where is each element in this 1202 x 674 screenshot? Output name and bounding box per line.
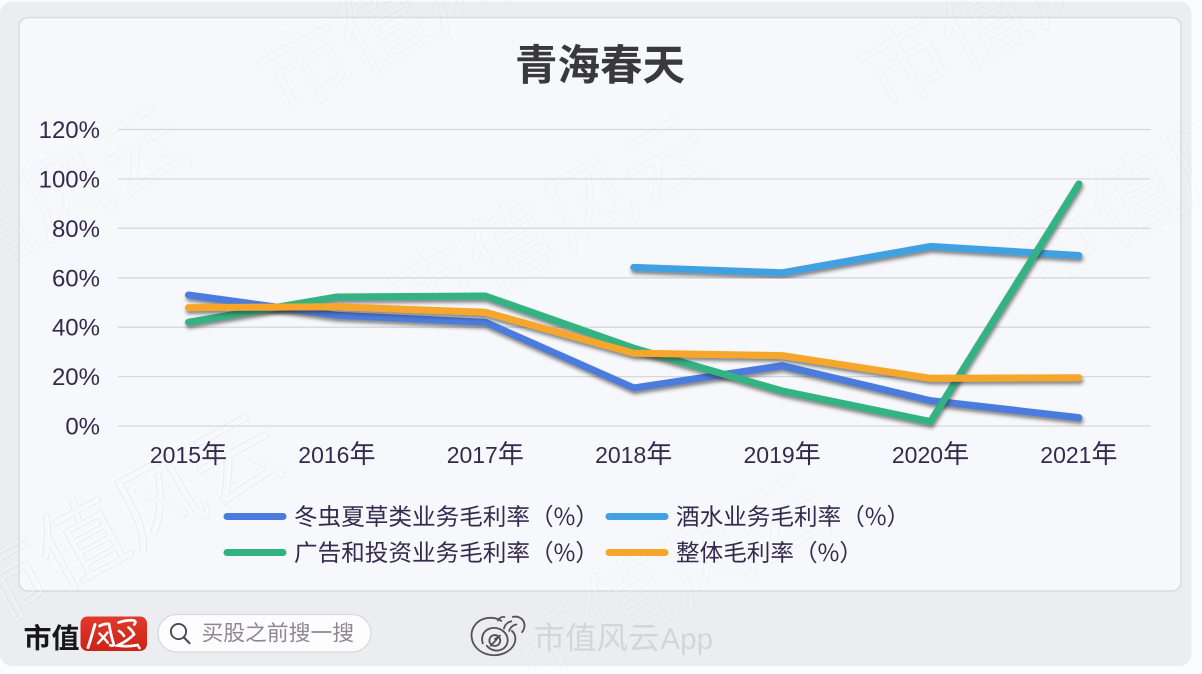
svg-text:2019: 2019	[744, 442, 795, 468]
svg-text:60%: 60%	[52, 265, 100, 292]
svg-text:120%: 120%	[39, 117, 100, 144]
svg-text:2021: 2021	[1040, 442, 1091, 468]
svg-text:2020: 2020	[892, 442, 943, 468]
svg-text:80%: 80%	[52, 216, 100, 243]
svg-text:20%: 20%	[52, 364, 100, 391]
svg-text:2016: 2016	[298, 442, 349, 468]
svg-text:App: App	[661, 623, 714, 656]
svg-text:100%: 100%	[39, 166, 100, 193]
svg-text:2015: 2015	[150, 442, 201, 468]
svg-text:2017: 2017	[447, 442, 498, 468]
svg-text:0%: 0%	[65, 414, 100, 441]
svg-text:2018: 2018	[595, 442, 646, 468]
svg-text:40%: 40%	[52, 315, 100, 342]
